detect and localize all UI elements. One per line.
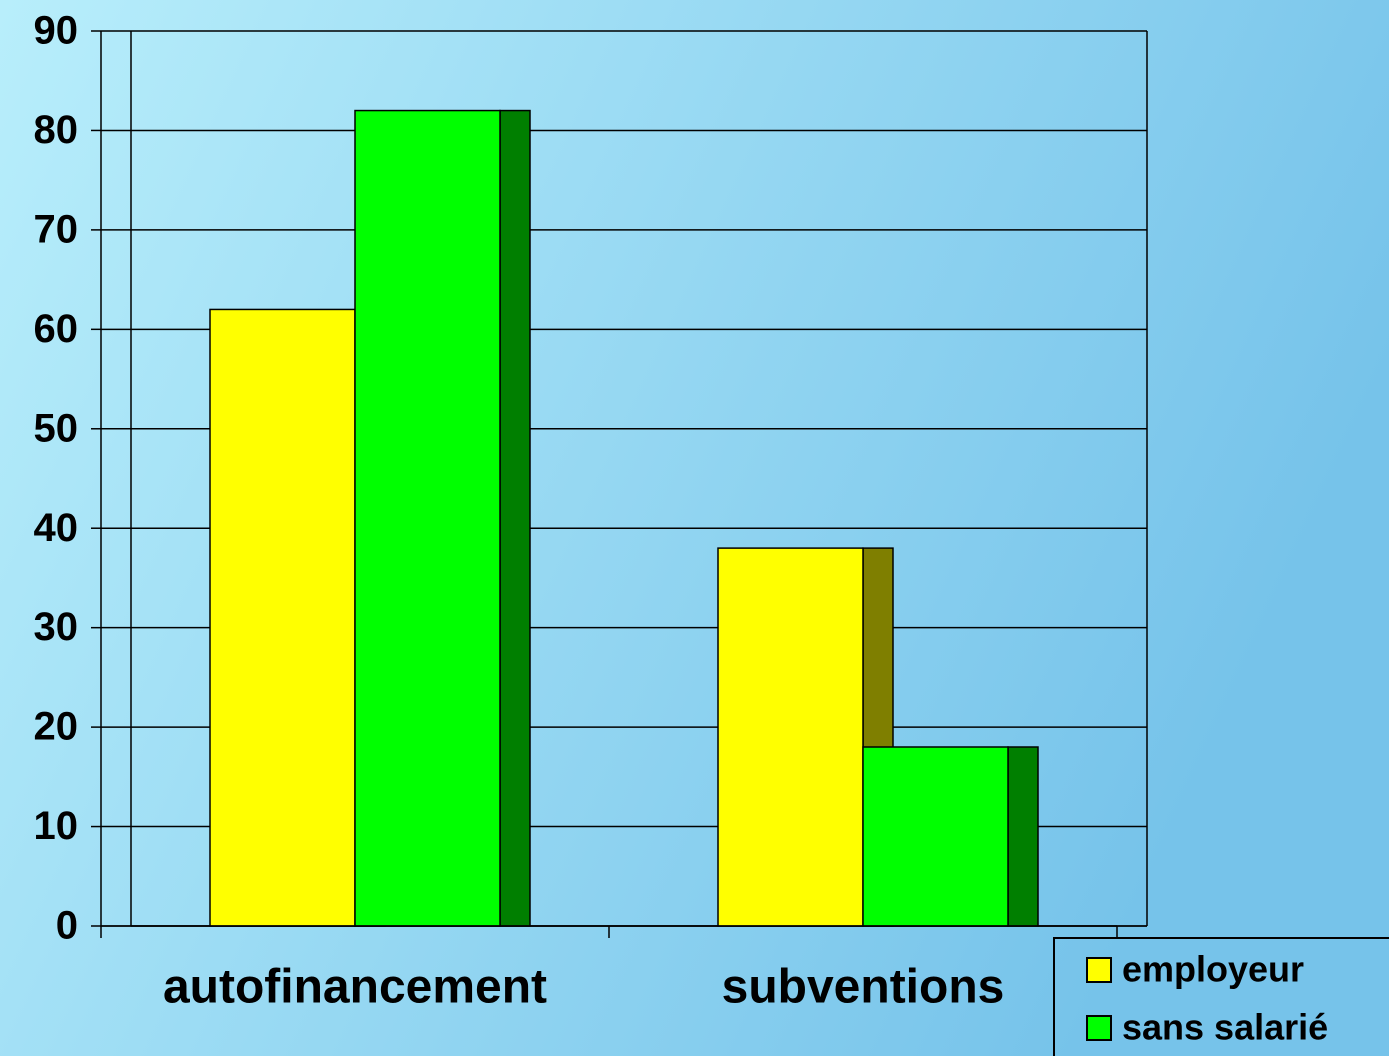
- y-tick-label: 30: [34, 605, 79, 649]
- y-tick-label: 60: [34, 307, 79, 351]
- y-tick-label: 80: [34, 108, 79, 152]
- bar-side: [1007, 746, 1039, 927]
- bar: [862, 746, 1009, 927]
- bar-side: [499, 109, 531, 927]
- y-tick-label: 0: [56, 904, 78, 948]
- bar: [354, 109, 501, 927]
- y-tick-label: 10: [34, 804, 79, 848]
- y-tick-label: 50: [34, 406, 79, 450]
- legend-swatch: [1086, 1015, 1112, 1041]
- y-tick-label: 70: [34, 207, 79, 251]
- y-tick-label: 40: [34, 506, 79, 550]
- legend-label: employeur: [1122, 949, 1304, 990]
- bar: [209, 308, 356, 927]
- y-tick-label: 90: [34, 9, 79, 53]
- y-tick-label: 20: [34, 705, 79, 749]
- x-tick-label: autofinancement: [163, 961, 547, 1014]
- x-tick-label: subventions: [722, 961, 1005, 1014]
- legend-box: [1053, 937, 1389, 1056]
- legend-swatch: [1086, 957, 1112, 983]
- legend-label: sans salarié: [1122, 1007, 1328, 1048]
- bar: [717, 547, 864, 927]
